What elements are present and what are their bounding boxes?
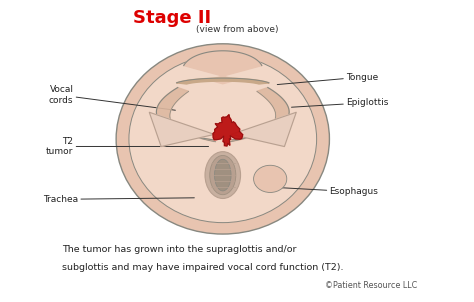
Polygon shape xyxy=(231,112,296,146)
Text: T2
tumor: T2 tumor xyxy=(46,137,209,156)
Text: ©Patient Resource LLC: ©Patient Resource LLC xyxy=(325,281,417,290)
Polygon shape xyxy=(213,114,243,146)
Text: Esophagus: Esophagus xyxy=(273,187,378,196)
Text: Vocal
cords: Vocal cords xyxy=(49,85,175,110)
Ellipse shape xyxy=(210,156,236,195)
Text: subglottis and may have impaired vocal cord function (T2).: subglottis and may have impaired vocal c… xyxy=(62,263,343,272)
Ellipse shape xyxy=(254,165,287,192)
Text: (view from above): (view from above) xyxy=(196,25,278,34)
Ellipse shape xyxy=(129,55,317,223)
Text: Stage II: Stage II xyxy=(133,9,211,27)
Ellipse shape xyxy=(214,159,231,191)
Ellipse shape xyxy=(205,152,240,198)
Ellipse shape xyxy=(116,44,329,234)
Polygon shape xyxy=(149,112,214,146)
Text: Trachea: Trachea xyxy=(43,195,194,204)
Polygon shape xyxy=(230,88,289,142)
Polygon shape xyxy=(156,88,216,142)
Text: Tongue: Tongue xyxy=(277,72,378,85)
Polygon shape xyxy=(184,51,262,84)
Polygon shape xyxy=(176,78,269,84)
Text: Epiglottis: Epiglottis xyxy=(292,98,388,107)
Text: The tumor has grown into the supraglottis and/or: The tumor has grown into the supraglotti… xyxy=(62,245,296,254)
